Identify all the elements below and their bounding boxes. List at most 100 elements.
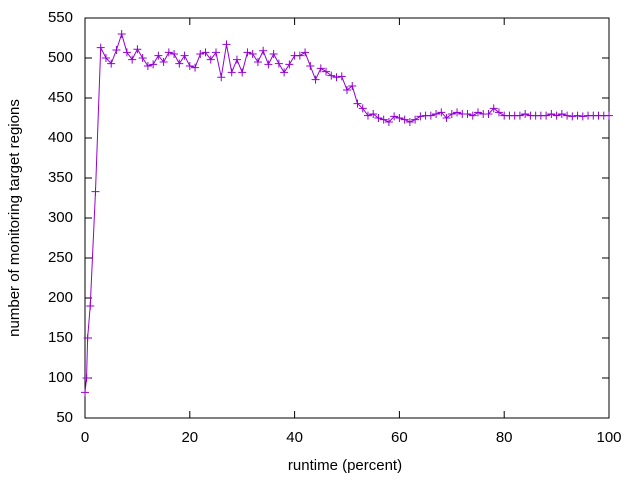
- point-marker: [185, 62, 194, 70]
- point-marker: [96, 43, 105, 52]
- point-marker: [149, 60, 158, 69]
- point-marker: [542, 111, 551, 120]
- point-marker: [568, 112, 577, 121]
- y-tick-label: 250: [48, 249, 73, 266]
- point-marker: [295, 51, 304, 60]
- point-marker: [358, 104, 367, 113]
- point-marker: [474, 108, 482, 117]
- point-marker: [437, 108, 446, 117]
- point-marker: [552, 111, 561, 120]
- x-tick-label: 0: [81, 429, 89, 446]
- point-marker: [274, 59, 283, 68]
- y-tick-label: 350: [48, 169, 73, 186]
- point-marker: [164, 48, 173, 57]
- point-marker: [311, 75, 320, 84]
- point-marker: [489, 104, 498, 113]
- point-marker: [259, 46, 268, 55]
- y-axis-label: number of monitoring target regions: [6, 99, 23, 337]
- point-marker: [484, 110, 493, 118]
- point-marker: [201, 48, 210, 57]
- point-marker: [243, 48, 252, 57]
- point-marker: [442, 114, 451, 122]
- point-marker: [227, 68, 236, 77]
- point-marker: [557, 110, 566, 118]
- x-tick-label: 40: [286, 429, 303, 446]
- point-marker: [143, 62, 152, 70]
- point-marker: [175, 59, 184, 68]
- point-marker: [447, 110, 456, 118]
- point-marker: [316, 64, 325, 73]
- point-marker: [83, 334, 92, 342]
- point-marker: [395, 114, 404, 122]
- point-marker: [170, 50, 179, 58]
- x-axis-label: runtime (percent): [288, 457, 402, 474]
- point-marker: [363, 111, 372, 120]
- plot-border: [84, 17, 610, 419]
- point-marker: [521, 110, 530, 118]
- point-marker: [327, 71, 336, 80]
- point-marker: [411, 115, 420, 124]
- point-marker: [280, 68, 289, 77]
- point-marker: [222, 40, 231, 49]
- point-marker: [122, 48, 131, 57]
- y-tick-label: 100: [48, 369, 73, 386]
- y-tick-label: 550: [48, 9, 73, 26]
- point-marker: [432, 110, 441, 118]
- point-marker: [384, 118, 393, 126]
- point-marker: [337, 72, 346, 81]
- point-marker: [159, 58, 168, 66]
- y-tick-label: 50: [56, 409, 73, 426]
- point-marker: [91, 187, 100, 196]
- point-marker: [416, 112, 425, 121]
- y-tick-label: 150: [48, 329, 73, 346]
- x-tick-label: 100: [596, 429, 621, 446]
- point-marker: [217, 73, 226, 82]
- point-marker: [196, 50, 205, 58]
- point-marker: [117, 30, 126, 38]
- point-marker: [206, 55, 215, 64]
- point-marker: [573, 111, 582, 120]
- point-marker: [374, 114, 383, 122]
- y-tick-label: 400: [48, 129, 73, 146]
- y-tick-label: 450: [48, 89, 73, 106]
- point-marker: [86, 302, 95, 310]
- point-marker: [605, 111, 613, 120]
- point-marker: [494, 108, 503, 117]
- point-marker: [232, 55, 241, 64]
- point-marker: [348, 82, 357, 90]
- point-marker: [191, 63, 200, 72]
- point-marker: [253, 58, 262, 66]
- point-marker: [343, 86, 351, 94]
- point-marker: [306, 62, 315, 70]
- point-marker: [405, 118, 414, 126]
- point-marker: [379, 115, 388, 124]
- point-marker: [138, 54, 147, 62]
- point-marker: [463, 110, 472, 118]
- point-marker: [332, 73, 341, 82]
- point-marker: [128, 55, 137, 64]
- point-marker: [264, 60, 273, 69]
- point-marker: [390, 112, 399, 121]
- point-marker: [301, 48, 310, 57]
- point-marker: [133, 45, 142, 54]
- y-tick-label: 200: [48, 289, 73, 306]
- x-tick-label: 80: [496, 429, 513, 446]
- point-marker: [322, 67, 331, 76]
- point-marker: [269, 50, 278, 58]
- point-marker: [82, 374, 91, 382]
- point-marker: [101, 54, 110, 62]
- point-marker: [426, 111, 435, 120]
- point-marker: [563, 111, 572, 120]
- point-marker: [369, 110, 378, 118]
- point-marker: [248, 50, 257, 58]
- point-marker: [515, 111, 524, 120]
- y-tick-label: 500: [48, 49, 73, 66]
- point-marker: [285, 60, 294, 69]
- point-marker: [154, 51, 163, 60]
- x-tick-label: 60: [391, 429, 408, 446]
- point-marker: [112, 46, 121, 54]
- point-marker: [107, 59, 116, 68]
- point-marker: [468, 111, 477, 120]
- point-marker: [453, 108, 462, 117]
- x-tick-label: 20: [181, 429, 198, 446]
